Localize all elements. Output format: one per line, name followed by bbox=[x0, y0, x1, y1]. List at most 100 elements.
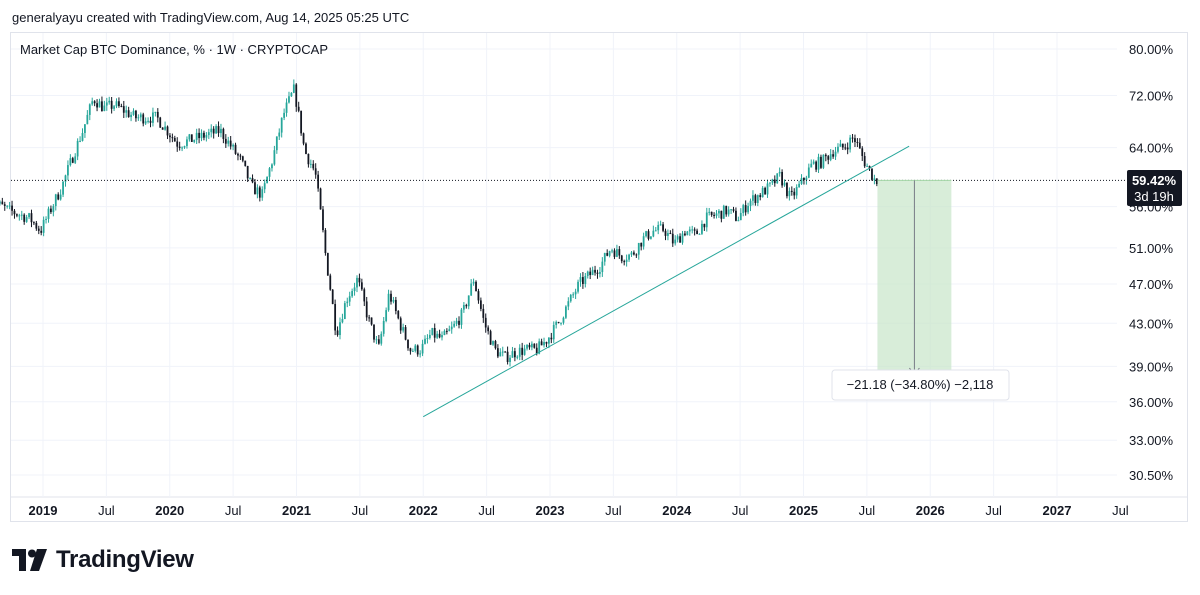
price-label-box bbox=[1127, 170, 1182, 206]
candle-body bbox=[739, 213, 742, 221]
candle-body bbox=[671, 233, 674, 244]
candle-body bbox=[795, 187, 798, 196]
candle-body bbox=[603, 253, 606, 262]
candle-body bbox=[159, 117, 162, 128]
candle-body bbox=[37, 228, 40, 231]
candle-body bbox=[557, 321, 560, 323]
x-tick-label: Jul bbox=[478, 503, 495, 518]
tradingview-branding[interactable]: TradingView bbox=[12, 546, 194, 574]
candle-body bbox=[820, 156, 822, 168]
candle-body bbox=[47, 208, 50, 219]
candle-body bbox=[273, 150, 276, 165]
candle-body bbox=[815, 161, 818, 170]
candle-body bbox=[701, 223, 703, 234]
candle-body bbox=[280, 117, 283, 133]
candle-body bbox=[13, 210, 16, 215]
candle-body bbox=[292, 84, 295, 93]
candle-body bbox=[307, 153, 310, 165]
candlestick-series bbox=[0, 79, 878, 367]
candle-body bbox=[16, 214, 18, 216]
candle-body bbox=[465, 305, 468, 307]
candle-body bbox=[688, 229, 691, 232]
candle-body bbox=[866, 165, 869, 167]
candle-body bbox=[499, 352, 502, 357]
candle-body bbox=[547, 337, 550, 344]
candle-body bbox=[33, 222, 35, 224]
y-tick-label: 30.50% bbox=[1129, 468, 1174, 483]
candle-body bbox=[11, 205, 13, 211]
candle-body bbox=[686, 231, 689, 236]
x-tick-label: 2024 bbox=[662, 503, 692, 518]
candle-body bbox=[650, 236, 652, 239]
y-tick-label: 36.00% bbox=[1129, 395, 1174, 410]
candle-body bbox=[584, 275, 587, 284]
candle-body bbox=[147, 120, 149, 122]
x-tick-label: Jul bbox=[985, 503, 1002, 518]
candle-body bbox=[353, 287, 356, 292]
candle-body bbox=[348, 296, 351, 302]
candle-body bbox=[271, 164, 273, 169]
candle-body bbox=[841, 143, 844, 148]
chart-frame[interactable] bbox=[10, 32, 1188, 522]
x-tick-label: 2021 bbox=[282, 503, 311, 518]
candle-body bbox=[312, 163, 315, 169]
candle-body bbox=[647, 231, 650, 239]
candle-body bbox=[790, 190, 793, 192]
candle-body bbox=[475, 281, 477, 292]
candle-body bbox=[645, 231, 647, 237]
candle-body bbox=[365, 301, 368, 318]
candle-body bbox=[407, 339, 409, 349]
candle-body bbox=[122, 106, 125, 113]
candle-body bbox=[589, 271, 592, 276]
candle-body bbox=[455, 320, 458, 324]
candle-body bbox=[810, 163, 813, 168]
candle-body bbox=[764, 187, 766, 195]
candle-body bbox=[105, 102, 108, 106]
candle-body bbox=[620, 255, 623, 262]
candle-body bbox=[873, 178, 876, 180]
candle-body bbox=[127, 110, 130, 118]
candle-body bbox=[462, 305, 465, 310]
candle-body bbox=[346, 301, 349, 304]
candle-body bbox=[404, 327, 407, 340]
candle-body bbox=[679, 236, 681, 243]
candle-body bbox=[6, 205, 9, 207]
candle-body bbox=[91, 101, 94, 105]
y-tick-label: 39.00% bbox=[1129, 359, 1174, 374]
candle-body bbox=[460, 309, 463, 325]
candle-body bbox=[747, 205, 749, 213]
candle-body bbox=[256, 187, 259, 195]
y-tick-label: 47.00% bbox=[1129, 277, 1174, 292]
candle-body bbox=[769, 182, 771, 184]
price-axis: 80.00%72.00%64.00%56.00%51.00%47.00%43.0… bbox=[1129, 42, 1174, 483]
candle-body bbox=[411, 350, 414, 352]
candle-body bbox=[390, 293, 392, 302]
candle-body bbox=[113, 106, 115, 109]
candle-body bbox=[669, 233, 672, 235]
candle-body bbox=[482, 308, 485, 318]
candle-body bbox=[324, 230, 327, 254]
candle-body bbox=[363, 289, 366, 302]
candle-body bbox=[737, 220, 740, 222]
candle-body bbox=[20, 214, 23, 216]
candle-body bbox=[135, 110, 137, 119]
candle-body bbox=[637, 243, 640, 255]
candle-body bbox=[319, 188, 322, 210]
candle-body bbox=[322, 209, 324, 231]
chart-legend-title: Market Cap BTC Dominance, % · 1W · CRYPT… bbox=[20, 42, 328, 57]
candle-body bbox=[781, 171, 783, 186]
label-layer: 59.42% 3d 19h −21.18 (−34.80%) −2,118 bbox=[831, 170, 1182, 401]
candle-body bbox=[803, 178, 805, 181]
candle-body bbox=[254, 182, 256, 195]
candle-body bbox=[538, 341, 541, 354]
candle-body bbox=[596, 272, 599, 274]
candle-body bbox=[657, 224, 660, 231]
candle-body bbox=[659, 224, 662, 226]
candle-body bbox=[399, 318, 402, 331]
price-label-value: 59.42% bbox=[1132, 173, 1177, 188]
candle-body bbox=[837, 146, 839, 152]
candle-body bbox=[309, 163, 312, 165]
candle-body bbox=[516, 356, 519, 358]
candle-body bbox=[64, 175, 67, 182]
